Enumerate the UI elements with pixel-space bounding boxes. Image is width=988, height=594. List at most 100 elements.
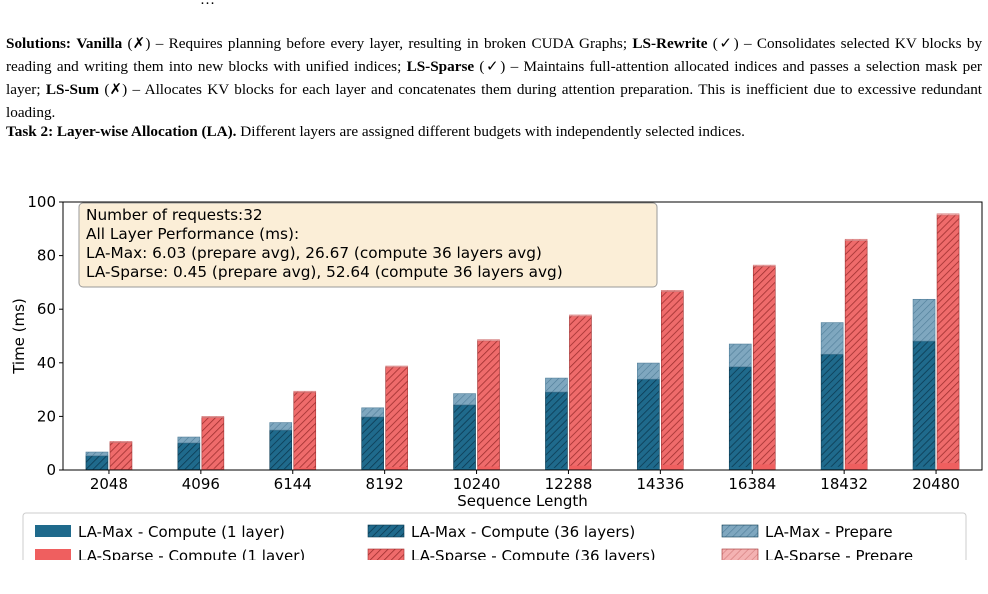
- bar-la-sparse-prepare-20480: [936, 213, 960, 216]
- task2-paragraph: Task 2: Layer-wise Allocation (LA). Diff…: [6, 120, 982, 143]
- bar-la-sparse-compute-1-16384: [753, 464, 776, 470]
- bar-la-max-compute-36-6144: [269, 429, 293, 471]
- bar-la-sparse-compute-36-18432: [844, 240, 868, 471]
- bar-la-sparse-prepare-14336: [661, 290, 684, 292]
- bar-la-sparse-compute-36-12288: [569, 315, 592, 471]
- legend-label-6: LA-Sparse - Prepare: [765, 547, 913, 560]
- legend-label-5: LA-Sparse - Compute (36 layers): [411, 547, 656, 560]
- legend-label-1: LA-Max - Compute (1 layer): [78, 523, 285, 541]
- solution-mark-ls-sparse: (✓): [479, 58, 506, 75]
- plot-frame: [62, 201, 983, 471]
- plot-layer: [85, 213, 960, 471]
- legend-swatch-4: [35, 549, 71, 561]
- x-tick-label-12288: 12288: [545, 475, 593, 493]
- y-tick-label-40: 40: [37, 354, 56, 372]
- bar-la-max-compute-36-2048: [85, 455, 109, 471]
- annotation-line-2: All Layer Performance (ms):: [86, 225, 299, 243]
- bar-la-sparse-compute-36-2048: [109, 442, 133, 471]
- y-tick-label-20: 20: [37, 407, 56, 425]
- bar-la-sparse-compute-1-10240: [477, 466, 500, 470]
- solutions-label: Solutions:: [6, 35, 71, 52]
- solution-mark-ls-sum: (✗): [104, 81, 128, 98]
- x-tick-label-14336: 14336: [636, 475, 684, 493]
- bar-la-max-compute-36-10240: [453, 404, 476, 471]
- bar-la-max-compute-36-18432: [820, 353, 844, 471]
- bar-la-sparse-prepare-2048: [109, 441, 133, 443]
- annotation-line-1: Number of requests:32: [86, 206, 263, 224]
- bar-la-max-prepare-10240: [453, 393, 476, 406]
- solution-mark-ls-rewrite: (✓): [712, 35, 739, 52]
- bar-la-sparse-compute-36-20480: [936, 214, 960, 471]
- bar-la-sparse-compute-36-10240: [477, 340, 500, 471]
- top-partial-line: …: [0, 0, 988, 9]
- bar-la-sparse-prepare-16384: [752, 264, 776, 267]
- bottom-partial-text: …: [330, 586, 345, 594]
- bar-la-max-compute-1-10240: [453, 468, 476, 470]
- bar-la-max-compute-36-12288: [545, 391, 568, 471]
- annotation-line-4: LA-Sparse: 0.45 (prepare avg), 52.64 (co…: [86, 263, 563, 281]
- bar-la-sparse-prepare-4096: [201, 416, 225, 418]
- bar-la-sparse-compute-1-18432: [845, 463, 868, 470]
- x-axis-label: Sequence Length: [457, 492, 588, 510]
- solution-name-ls-sum: LS-Sum: [45, 81, 100, 98]
- solution-text-vanilla: – Requires planning before every layer, …: [150, 35, 633, 52]
- y-tick-label-0: 0: [46, 461, 56, 479]
- bar-la-max-prepare-14336: [637, 362, 660, 380]
- bar-la-max-prepare-8192: [361, 407, 384, 418]
- solution-name-vanilla: Vanilla: [76, 35, 123, 52]
- bar-la-sparse-prepare-18432: [844, 238, 868, 241]
- bar-la-max-compute-36-16384: [728, 366, 752, 471]
- bottom-partial-line: …: [0, 585, 988, 594]
- bar-la-sparse-compute-1-4096: [201, 468, 224, 470]
- bar-la-max-prepare-2048: [85, 451, 109, 457]
- bar-la-max-compute-36-8192: [361, 416, 384, 471]
- legend-swatch-3: [721, 524, 759, 538]
- annotation-line-3: LA-Max: 6.03 (prepare avg), 26.67 (compu…: [86, 244, 542, 262]
- bar-la-sparse-compute-1-12288: [569, 465, 592, 470]
- bar-la-max-compute-1-12288: [545, 467, 568, 470]
- figure: 2048 4096 6144 8192 10240 12288 14336 16384 1843…: [0, 180, 988, 574]
- y-tick-label-100: 100: [27, 193, 56, 211]
- bar-la-sparse-compute-1-20480: [937, 463, 960, 470]
- x-tick-label-20480: 20480: [912, 475, 960, 493]
- x-tick-label-6144: 6144: [274, 475, 312, 493]
- bar-la-sparse-compute-1-14336: [661, 464, 684, 470]
- bar-la-sparse-compute-1-6144: [293, 467, 316, 470]
- solution-mark-vanilla: (✗): [127, 35, 151, 52]
- bar-la-max-prepare-4096: [177, 436, 201, 444]
- task2-text: Different layers are assigned different …: [236, 123, 745, 140]
- x-tick-label-2048: 2048: [90, 475, 128, 493]
- bar-la-sparse-compute-36-6144: [293, 391, 317, 471]
- axes-layer: 2048 4096 6144 8192 10240 12288 14336 16384 1843…: [10, 193, 983, 510]
- bar-la-sparse-compute-36-4096: [201, 417, 225, 471]
- bar-la-sparse-prepare-8192: [385, 365, 408, 368]
- solution-name-ls-sparse: LS-Sparse: [406, 58, 475, 75]
- bar-la-max-compute-1-8192: [361, 468, 384, 470]
- bar-la-sparse-compute-36-14336: [661, 291, 684, 471]
- bar-la-max-compute-36-20480: [912, 340, 936, 471]
- y-axis-label: Time (ms): [10, 298, 28, 375]
- bar-la-sparse-prepare-12288: [569, 314, 592, 317]
- bar-la-sparse-prepare-10240: [477, 339, 500, 342]
- legend-swatch-2: [367, 524, 405, 538]
- x-tick-label-8192: 8192: [366, 475, 404, 493]
- x-tick-label-18432: 18432: [820, 475, 868, 493]
- solution-text-ls-sum: – Allocates KV blocks for each layer and…: [6, 81, 983, 121]
- bar-la-sparse-compute-36-16384: [752, 266, 776, 471]
- y-tick-label-60: 60: [37, 300, 56, 318]
- bar-la-max-prepare-20480: [912, 298, 936, 342]
- bar-la-max-compute-36-14336: [637, 378, 660, 471]
- bar-la-max-compute-1-14336: [637, 467, 660, 470]
- legend-label-4: LA-Sparse - Compute (1 layer): [78, 547, 305, 560]
- bar-la-max-prepare-16384: [728, 343, 752, 368]
- bar-la-max-compute-36-4096: [177, 442, 201, 471]
- bar-la-max-compute-1-18432: [821, 466, 844, 470]
- legend-label-2: LA-Max - Compute (36 layers): [411, 523, 635, 541]
- legend-swatch-6: [721, 548, 759, 562]
- bar-chart: 2048 4096 6144 8192 10240 12288 14336 16384 1843…: [10, 193, 983, 574]
- top-partial-text: …: [200, 0, 215, 8]
- bar-la-max-prepare-12288: [545, 377, 568, 393]
- bar-la-max-prepare-6144: [269, 422, 293, 431]
- solution-text-ls-sparse: – Maintains full-attention allocated ind…: [6, 58, 982, 98]
